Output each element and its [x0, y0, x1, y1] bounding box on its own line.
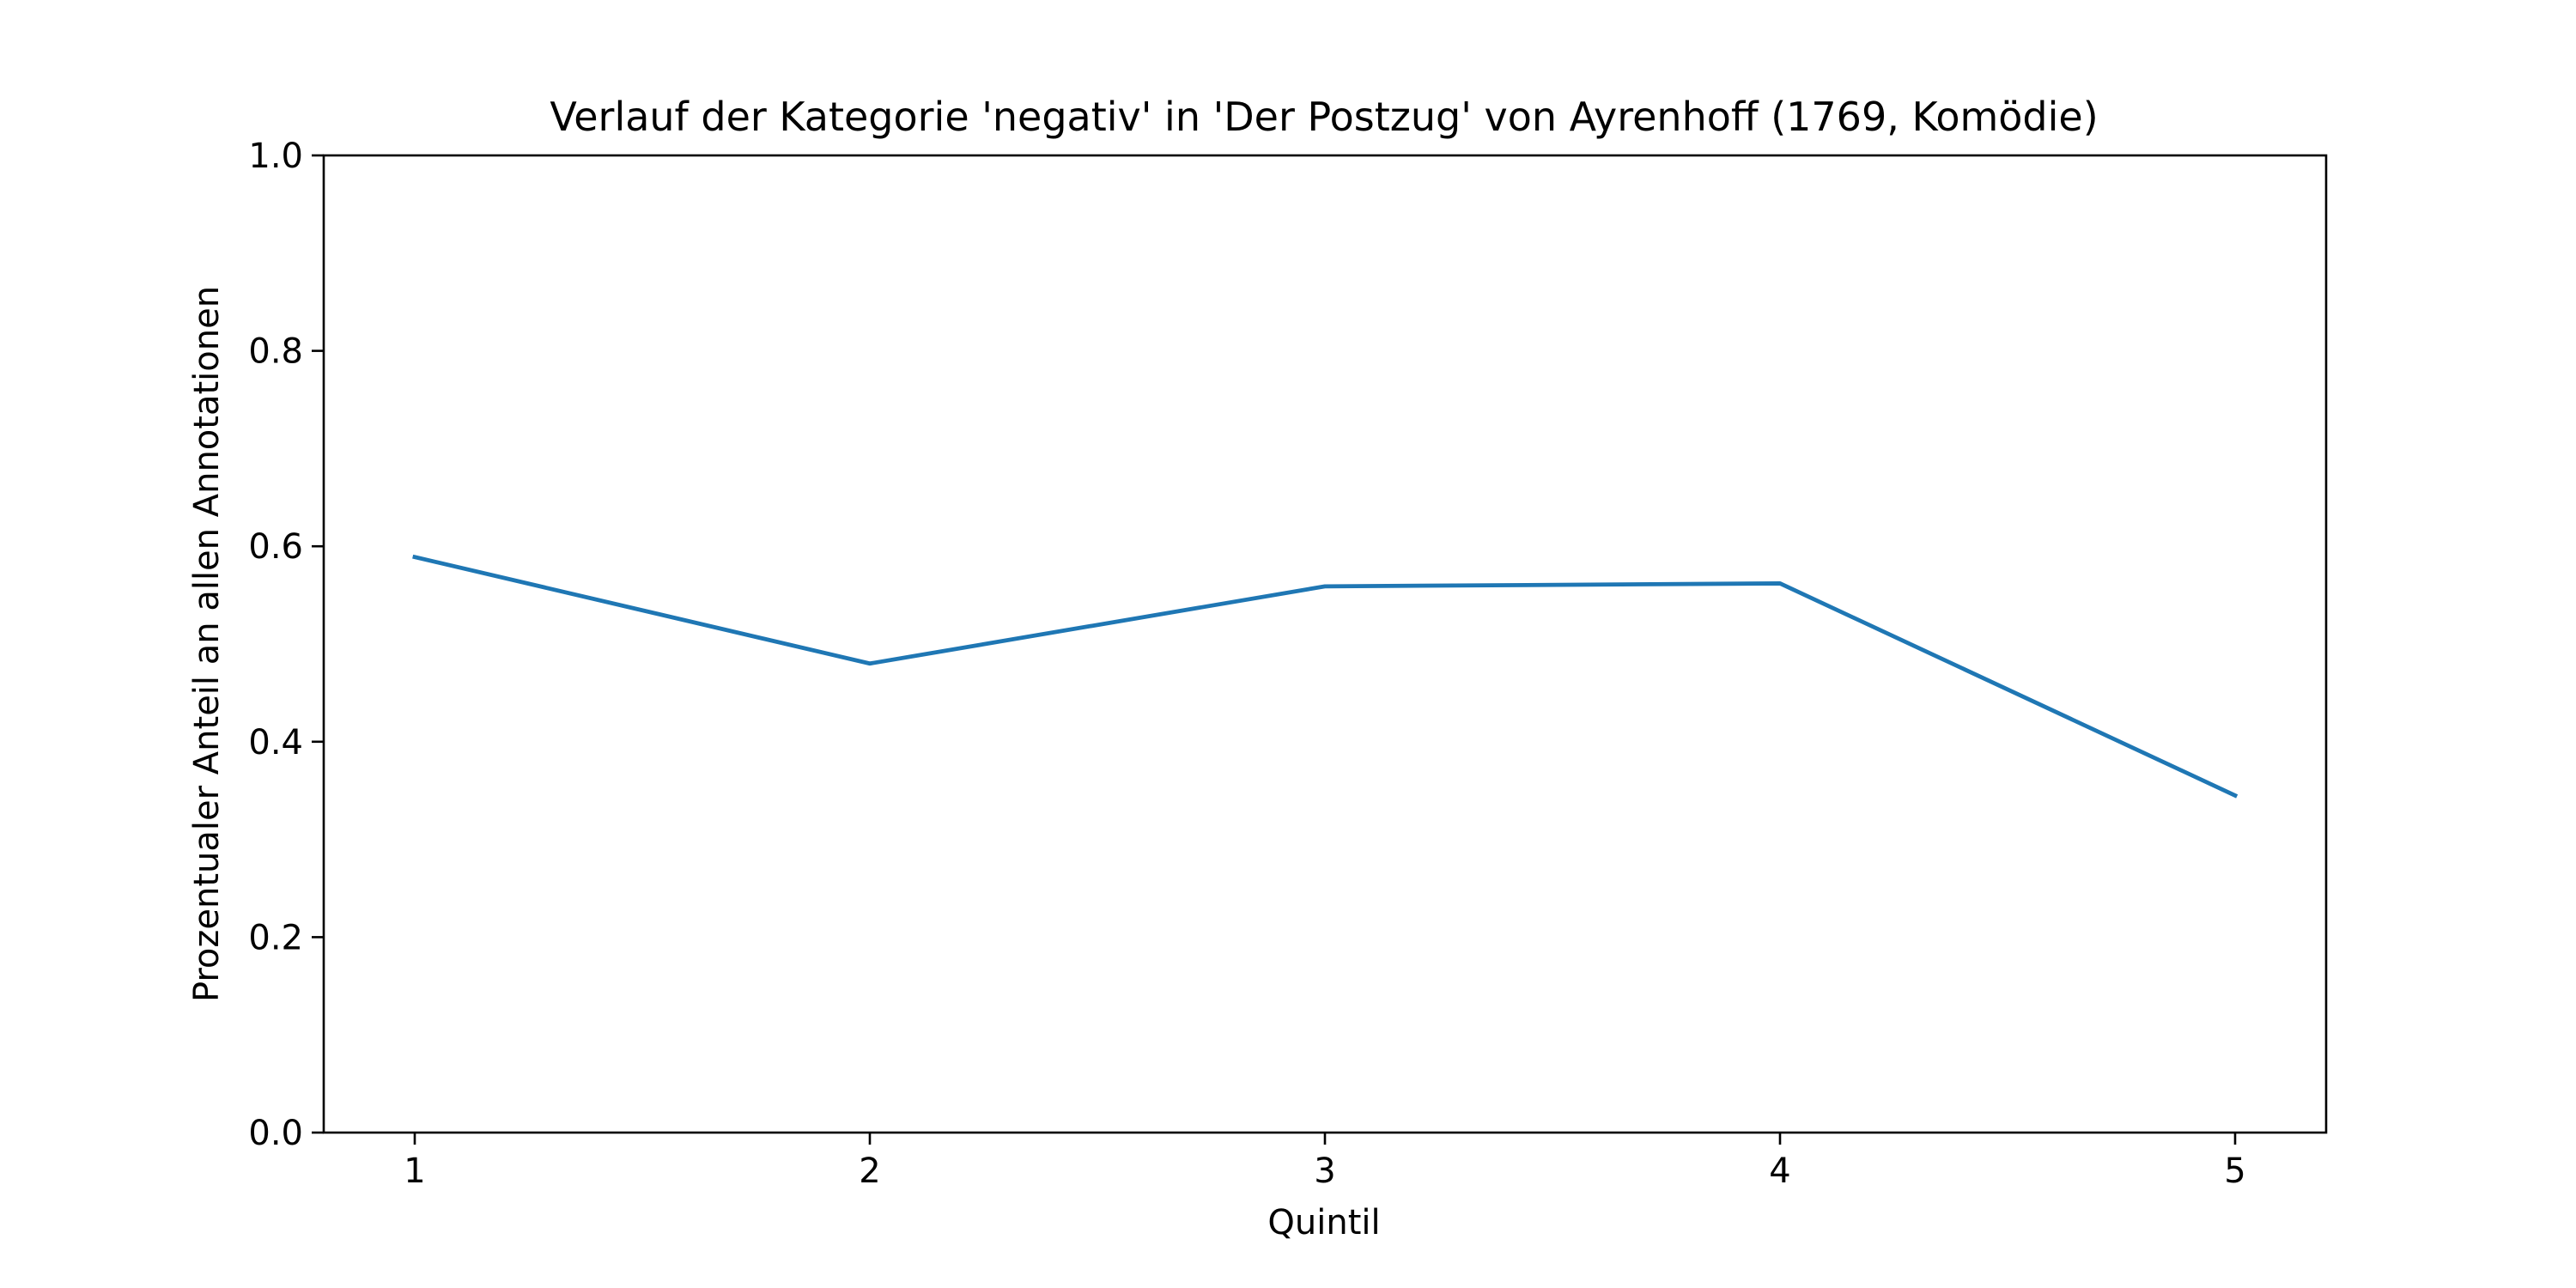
chart-title: Verlauf der Kategorie 'negativ' in 'Der … [550, 94, 2098, 140]
y-tick-label: 0.0 [248, 1114, 303, 1153]
x-tick-label: 2 [859, 1151, 880, 1191]
x-tick-label: 1 [404, 1151, 425, 1191]
x-axis: 1 2 3 4 5 [404, 1133, 2246, 1191]
y-tick-label: 1.0 [248, 137, 303, 176]
y-axis-label: Prozentualer Anteil an allen Annotatione… [187, 286, 227, 1002]
x-axis-label: Quintil [1267, 1203, 1380, 1242]
x-tick-label: 5 [2224, 1151, 2245, 1191]
series-line [412, 554, 2239, 799]
y-tick-label: 0.2 [248, 918, 303, 957]
y-tick-label: 0.4 [248, 723, 303, 762]
x-tick-label: 3 [1314, 1151, 1335, 1191]
y-axis: 0.0 0.2 0.4 0.6 0.8 1.0 [248, 137, 324, 1153]
plot-area [412, 554, 2239, 799]
y-tick-label: 0.8 [248, 332, 303, 372]
x-tick-label: 4 [1769, 1151, 1790, 1191]
y-tick-label: 0.6 [248, 527, 303, 567]
